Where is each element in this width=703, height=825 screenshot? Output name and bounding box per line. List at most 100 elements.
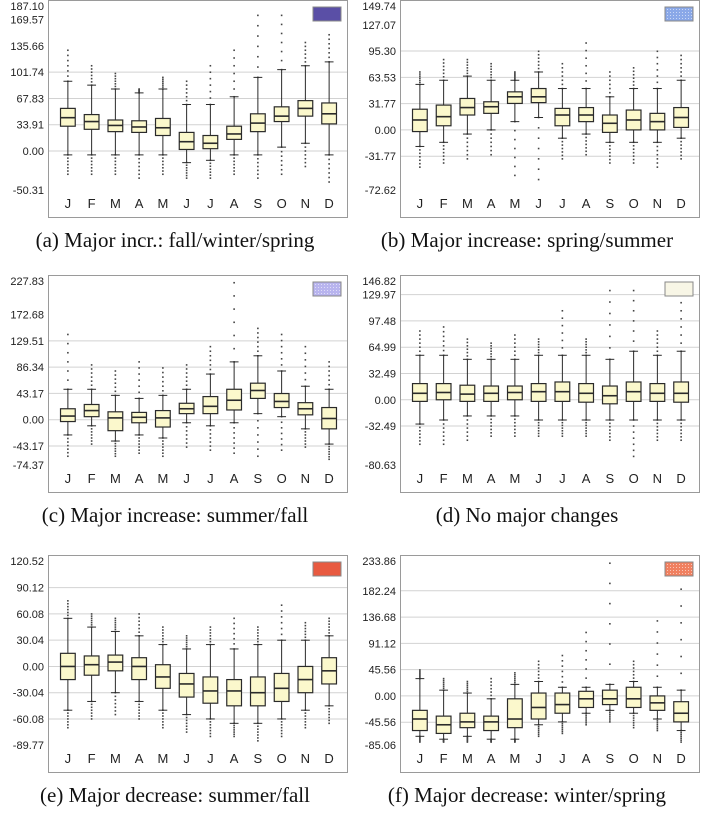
- outlier-point: [680, 158, 682, 160]
- legend-pattern-dot: [670, 18, 671, 19]
- outlier-point: [90, 160, 93, 163]
- outlier-point: [90, 372, 93, 374]
- box-A: [578, 631, 595, 726]
- outlier-point: [280, 14, 283, 17]
- outlier-point: [442, 349, 445, 352]
- outlier-point: [632, 673, 635, 676]
- x-tick-label: O: [629, 751, 639, 766]
- x-tick-label: J: [535, 751, 542, 766]
- outlier-point: [680, 735, 682, 738]
- y-tick-label: -30.04: [13, 688, 44, 700]
- outlier-point: [138, 712, 140, 714]
- outlier-point: [514, 432, 516, 434]
- outlier-point: [209, 71, 212, 74]
- outlier-point: [680, 739, 682, 741]
- outlier-point: [537, 64, 540, 66]
- box-M: [506, 334, 523, 437]
- box-N: [297, 345, 314, 448]
- boxplot-chart: 149.74 127.07 95.30 63.53 31.77 0.00 -31.77 -72…: [362, 0, 700, 218]
- plot-frame: [48, 275, 348, 493]
- box-D: [673, 301, 690, 442]
- outlier-point: [514, 428, 516, 431]
- box-J: [59, 600, 76, 729]
- outlier-point: [209, 368, 212, 371]
- box-D: [673, 54, 690, 160]
- outlier-point: [561, 67, 564, 69]
- outlier-point: [257, 626, 259, 628]
- legend-pattern-dot: [315, 290, 316, 291]
- legend-pattern-dot: [679, 573, 680, 574]
- outlier-point: [680, 638, 682, 641]
- x-tick-label: S: [606, 751, 615, 766]
- outlier-point: [209, 626, 212, 628]
- outlier-point: [233, 632, 235, 635]
- outlier-point: [537, 53, 540, 56]
- outlier-point: [233, 622, 235, 625]
- outlier-point: [138, 440, 140, 442]
- outlier-point: [138, 361, 140, 363]
- box-iqr: [202, 134, 219, 150]
- outlier-point: [257, 632, 259, 634]
- legend-pattern-dot: [667, 573, 668, 574]
- outlier-point: [185, 446, 188, 448]
- box-iqr: [59, 408, 76, 423]
- legend-pattern-dot: [685, 573, 686, 574]
- outlier-point: [490, 435, 492, 437]
- box-F: [83, 613, 100, 720]
- outlier-point: [233, 347, 235, 350]
- box-A: [483, 342, 500, 437]
- outlier-point: [90, 163, 93, 166]
- outlier-point: [209, 735, 212, 738]
- outlier-point: [585, 718, 587, 720]
- legend-pattern-dot: [673, 567, 674, 568]
- box-A: [578, 42, 595, 156]
- legend-pattern-dot: [336, 287, 337, 288]
- x-tick-label: N: [653, 751, 662, 766]
- legend-pattern-dot: [688, 15, 689, 16]
- x-tick-label: F: [88, 196, 96, 211]
- outlier-point: [67, 451, 69, 454]
- outlier-point: [561, 730, 564, 733]
- outlier-point: [466, 439, 469, 442]
- x-tick-label: D: [324, 471, 333, 486]
- legend-pattern-dot: [676, 9, 677, 10]
- outlier-point: [114, 160, 117, 163]
- outlier-point: [442, 687, 445, 690]
- outlier-point: [609, 422, 611, 425]
- outlier-point: [585, 714, 587, 716]
- outlier-point: [257, 629, 259, 631]
- x-tick-label: J: [183, 751, 190, 766]
- box-iqr: [459, 97, 476, 116]
- box-J: [178, 364, 195, 448]
- outlier-point: [257, 737, 259, 739]
- box-iqr: [107, 411, 124, 432]
- outlier-point: [609, 87, 611, 90]
- legend-pattern-dot: [682, 570, 683, 571]
- outlier-point: [537, 338, 540, 340]
- outlier-point: [90, 376, 93, 378]
- x-tick-label: N: [301, 471, 310, 486]
- outlier-point: [67, 163, 69, 166]
- outlier-point: [280, 164, 283, 167]
- outlier-point: [162, 163, 164, 166]
- outlier-point: [632, 84, 635, 86]
- outlier-point: [466, 348, 469, 351]
- outlier-point: [419, 669, 421, 671]
- box-A: [131, 88, 148, 179]
- outlier-point: [209, 635, 212, 637]
- outlier-point: [656, 81, 659, 84]
- outlier-point: [162, 637, 164, 640]
- outlier-point: [280, 735, 283, 738]
- box-O: [625, 660, 642, 729]
- legend-pattern-dot: [336, 293, 337, 294]
- legend-pattern-dot: [324, 284, 325, 285]
- outlier-point: [114, 710, 117, 712]
- outlier-point: [419, 436, 421, 439]
- outlier-point: [90, 157, 93, 159]
- outlier-point: [490, 137, 492, 139]
- outlier-point: [656, 653, 659, 655]
- outlier-point: [585, 432, 587, 435]
- y-tick-label: -89.77: [13, 740, 44, 752]
- outlier-point: [67, 437, 69, 440]
- box-iqr: [249, 676, 266, 707]
